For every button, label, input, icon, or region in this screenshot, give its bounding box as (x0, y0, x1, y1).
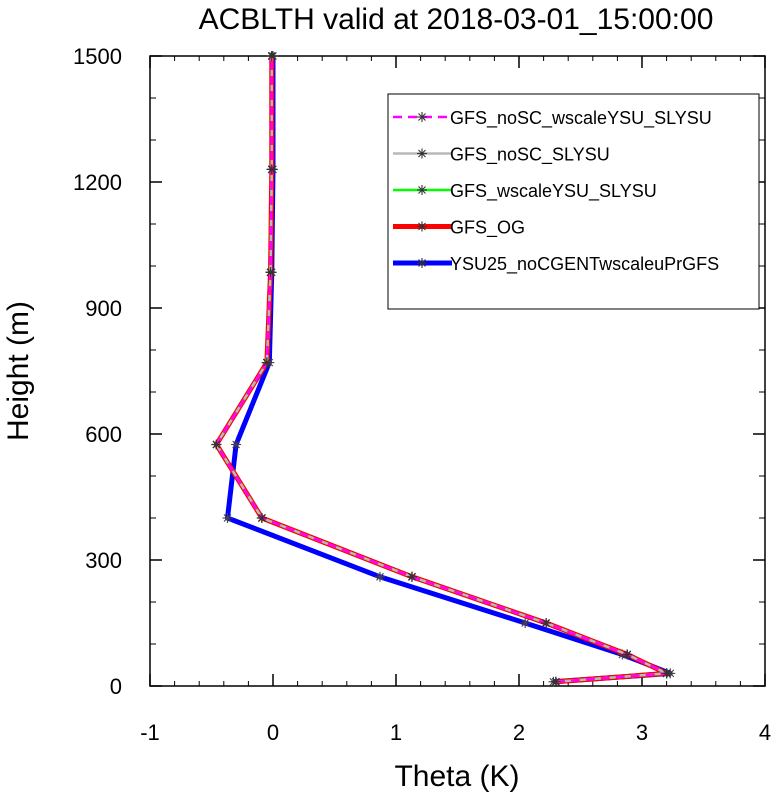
legend-box (387, 93, 760, 310)
legend-marker (417, 112, 427, 122)
data-point (261, 357, 272, 368)
x-tick-label: 1 (390, 720, 402, 745)
data-point (375, 571, 386, 582)
legend-label: GFS_noSC_wscaleYSU_SLYSU (450, 108, 712, 129)
data-point (256, 513, 267, 523)
x-tick-label: 3 (636, 720, 648, 745)
data-point (222, 513, 233, 523)
x-tick-label: 0 (267, 720, 279, 745)
legend-item: GFS_noSC_SLYSU (393, 145, 610, 166)
legend-item: YSU25_noCGENTwscaleuPrGFS (393, 254, 719, 275)
y-tick-label: 600 (85, 422, 122, 447)
data-point (541, 618, 552, 628)
chart-title: ACBLTH valid at 2018-03-01_15:00:00 (199, 3, 714, 36)
legend-marker (417, 185, 427, 195)
data-point (265, 267, 276, 278)
data-point (266, 51, 277, 61)
legend-item: GFS_wscaleYSU_SLYSU (393, 181, 657, 202)
data-point (550, 676, 561, 687)
data-point (520, 618, 531, 628)
data-point (231, 439, 242, 450)
data-point (211, 439, 222, 450)
data-point (661, 668, 672, 679)
x-tick-label: 4 (759, 720, 771, 745)
x-tick-label: -1 (140, 720, 160, 745)
legend-label: GFS_noSC_SLYSU (450, 145, 610, 166)
legend-marker (417, 148, 427, 159)
series-GFS_noSC_wscaleYSU_SLYSU (211, 51, 672, 687)
data-point (266, 164, 277, 175)
y-tick-label: 300 (85, 548, 122, 573)
y-axis: 0 300 600 900 1200 1500 (73, 44, 765, 699)
legend-label: GFS_wscaleYSU_SLYSU (450, 181, 657, 202)
y-axis-label: Height (m) (2, 301, 35, 441)
legend-label: YSU25_noCGENTwscaleuPrGFS (450, 254, 719, 275)
legend-label: GFS_OG (450, 218, 525, 239)
data-point (622, 649, 633, 660)
y-tick-label: 0 (110, 674, 122, 699)
legend-item: GFS_noSC_wscaleYSU_SLYSU (393, 108, 712, 129)
y-tick-label: 1200 (73, 170, 122, 195)
y-tick-label: 900 (85, 296, 122, 321)
series-layer (211, 51, 676, 687)
x-axis-label: Theta (K) (394, 760, 519, 793)
data-point (406, 571, 417, 582)
x-tick-label: 2 (513, 720, 525, 745)
legend: GFS_noSC_wscaleYSU_SLYSU GFS_noSC_SLYSU GF… (387, 93, 760, 310)
legend-marker (417, 258, 427, 268)
y-tick-label: 1500 (73, 44, 122, 69)
plot-frame (149, 55, 766, 687)
legend-item: GFS_OG (393, 218, 525, 239)
legend-marker (417, 221, 427, 232)
